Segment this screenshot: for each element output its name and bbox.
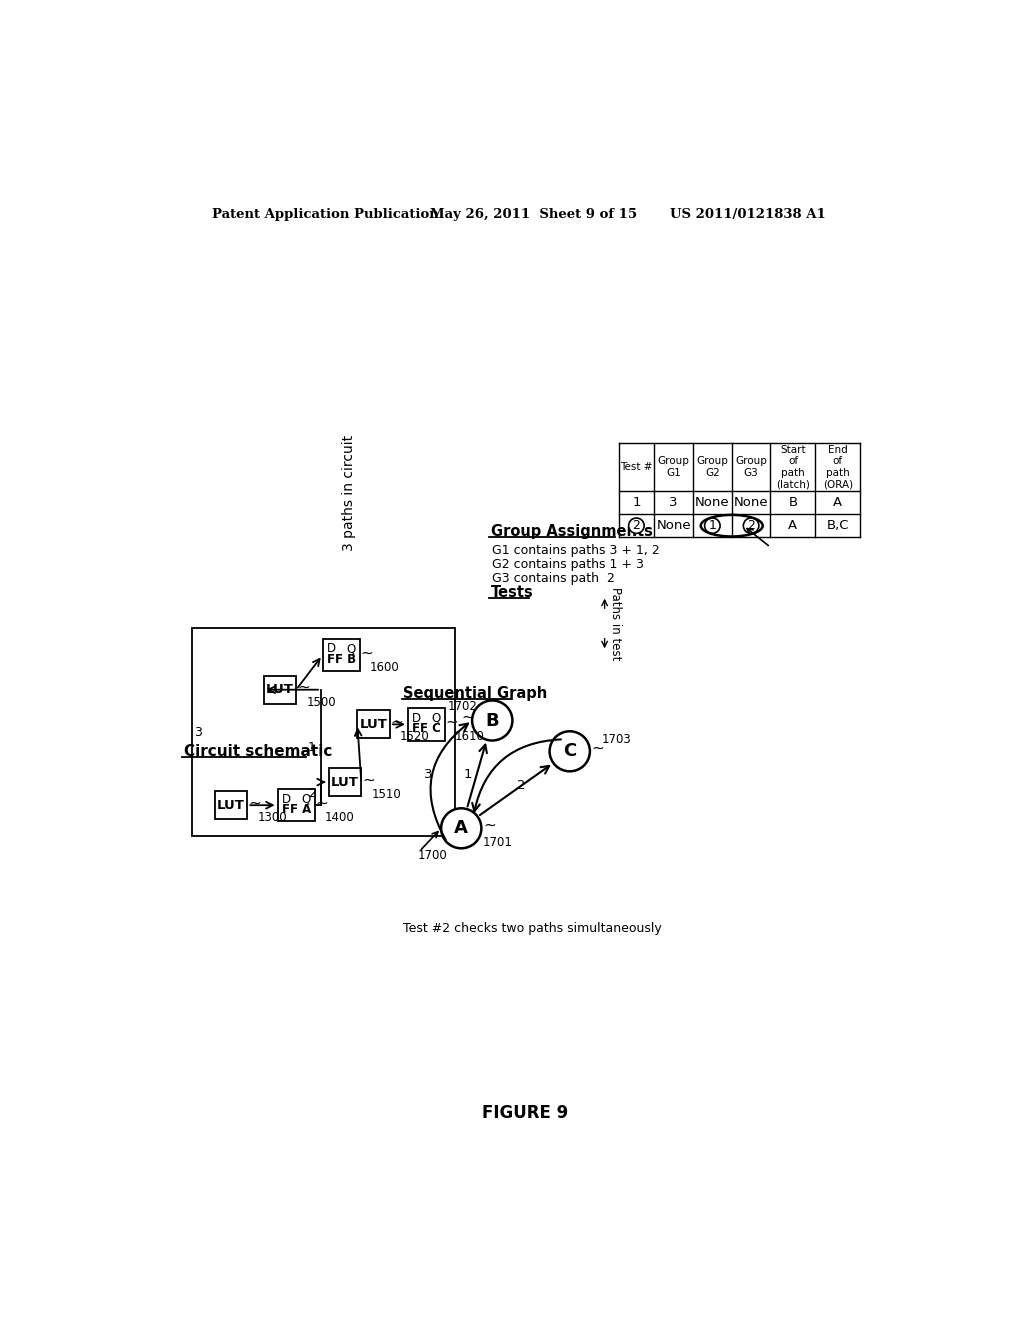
Text: ∼: ∼ (592, 741, 604, 756)
Text: 1: 1 (632, 496, 641, 510)
Text: ∼: ∼ (445, 714, 459, 730)
Text: 1: 1 (308, 741, 315, 754)
Text: 1701: 1701 (483, 836, 513, 849)
Text: FF A: FF A (282, 804, 311, 816)
Text: ∼: ∼ (362, 772, 375, 787)
Text: 2: 2 (517, 779, 526, 792)
Text: None: None (656, 519, 691, 532)
Text: ∼: ∼ (461, 710, 474, 725)
Text: B: B (788, 496, 798, 510)
Text: 3: 3 (194, 726, 202, 739)
Circle shape (629, 517, 644, 533)
Text: Start
of
path
(latch): Start of path (latch) (776, 445, 810, 490)
Text: 1520: 1520 (400, 730, 430, 743)
Text: Test #2 checks two paths simultaneously: Test #2 checks two paths simultaneously (403, 921, 662, 935)
Text: None: None (695, 496, 730, 510)
Text: US 2011/0121838 A1: US 2011/0121838 A1 (671, 209, 826, 222)
Text: A: A (834, 496, 843, 510)
Text: LUT: LUT (217, 799, 245, 812)
Text: ∼: ∼ (391, 714, 403, 730)
Bar (278, 789, 314, 821)
Text: 1702: 1702 (447, 700, 478, 713)
Bar (263, 676, 296, 704)
Text: G3 contains path  2: G3 contains path 2 (493, 572, 615, 585)
Text: 1500: 1500 (306, 696, 336, 709)
Text: 2: 2 (633, 519, 640, 532)
Circle shape (441, 808, 481, 849)
Bar (408, 708, 445, 741)
Text: Group
G1: Group G1 (657, 457, 689, 478)
Text: End
of
path
(ORA): End of path (ORA) (823, 445, 853, 490)
Text: A: A (788, 519, 798, 532)
Circle shape (550, 731, 590, 771)
Text: B,C: B,C (826, 519, 849, 532)
Text: Group
G3: Group G3 (735, 457, 767, 478)
Text: FIGURE 9: FIGURE 9 (481, 1105, 568, 1122)
Text: Group Assignments: Group Assignments (490, 524, 652, 540)
Text: None: None (734, 496, 768, 510)
Text: 3 paths in circuit: 3 paths in circuit (342, 436, 356, 552)
Text: Q: Q (346, 643, 356, 656)
Text: B: B (485, 711, 499, 730)
Text: 1600: 1600 (370, 661, 399, 675)
Text: 3: 3 (670, 496, 678, 510)
Text: 1703: 1703 (601, 733, 631, 746)
Text: Paths in test: Paths in test (609, 587, 623, 660)
Bar (191, 628, 455, 836)
Text: ∼: ∼ (248, 796, 261, 810)
Text: A: A (455, 820, 468, 837)
Text: 1610: 1610 (455, 730, 485, 743)
Text: ∼: ∼ (483, 817, 496, 833)
Text: G1 contains paths 3 + 1, 2: G1 contains paths 3 + 1, 2 (493, 544, 660, 557)
Text: Patent Application Publication: Patent Application Publication (212, 209, 438, 222)
Bar (329, 768, 361, 796)
Text: D: D (327, 643, 336, 656)
Text: LUT: LUT (359, 718, 388, 731)
Text: Q: Q (432, 711, 441, 725)
Text: 1: 1 (463, 768, 472, 781)
Text: ∼: ∼ (360, 645, 374, 660)
Text: Q: Q (302, 792, 311, 805)
Text: 2: 2 (308, 787, 315, 800)
Bar (357, 710, 390, 738)
Text: LUT: LUT (331, 776, 359, 788)
Text: G2 contains paths 1 + 3: G2 contains paths 1 + 3 (493, 557, 644, 570)
Text: ∼: ∼ (315, 796, 329, 810)
Text: Group
G2: Group G2 (696, 457, 728, 478)
Text: D: D (282, 792, 291, 805)
Text: Tests: Tests (490, 585, 534, 601)
Text: D: D (412, 711, 421, 725)
Text: LUT: LUT (266, 684, 294, 696)
Text: 1510: 1510 (372, 788, 401, 801)
Bar (215, 792, 248, 818)
Text: C: C (563, 742, 577, 760)
Text: Circuit schematic: Circuit schematic (183, 743, 332, 759)
Text: 1400: 1400 (325, 810, 354, 824)
Text: 2: 2 (748, 519, 755, 532)
Text: May 26, 2011  Sheet 9 of 15: May 26, 2011 Sheet 9 of 15 (430, 209, 637, 222)
Bar (323, 639, 359, 671)
Text: FF C: FF C (412, 722, 440, 735)
Circle shape (705, 517, 720, 533)
Text: 1: 1 (709, 519, 716, 532)
Circle shape (472, 701, 512, 741)
Circle shape (743, 517, 759, 533)
Text: ∼: ∼ (297, 680, 309, 694)
Text: 1300: 1300 (257, 810, 287, 824)
Text: FF B: FF B (327, 653, 355, 667)
Text: Sequential Graph: Sequential Graph (403, 686, 548, 701)
Text: 1700: 1700 (418, 849, 447, 862)
Text: 3: 3 (425, 768, 433, 781)
Text: Test #: Test # (621, 462, 652, 473)
